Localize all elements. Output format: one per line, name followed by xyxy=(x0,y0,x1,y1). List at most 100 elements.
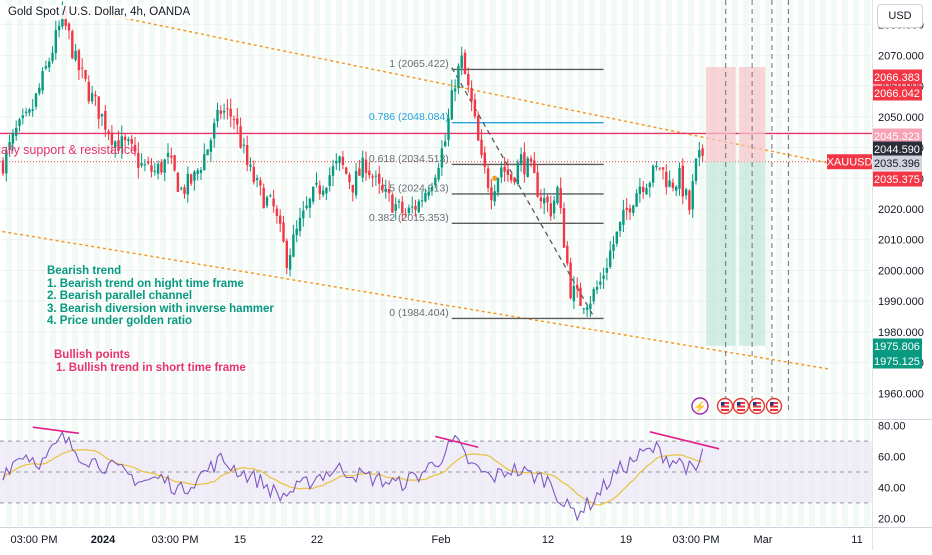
candle-body xyxy=(133,144,137,152)
candle-body xyxy=(420,200,424,202)
event-icons[interactable]: ⚡ xyxy=(691,397,783,415)
candle-body xyxy=(424,192,427,202)
drawings[interactable]: 1 (2065.422) 0.786 (2048.084) 0.618 (2034.… xyxy=(0,0,872,410)
divergence-line xyxy=(32,426,80,435)
candle-body xyxy=(354,171,358,196)
candle-body xyxy=(569,262,572,299)
session-stripe xyxy=(292,0,298,526)
session-stripe xyxy=(545,0,551,526)
candle-body xyxy=(11,133,15,144)
session-stripe xyxy=(644,0,650,526)
candle-body xyxy=(246,145,249,166)
candle-body xyxy=(206,149,209,156)
candle-body xyxy=(315,182,318,185)
flag-stripe xyxy=(753,402,761,404)
candle-body xyxy=(609,250,612,267)
candle-body xyxy=(94,94,97,97)
price-tag xyxy=(873,338,922,354)
candle-body xyxy=(21,115,24,119)
session-stripe xyxy=(479,0,485,526)
session-stripe xyxy=(160,0,166,526)
candle-body xyxy=(117,140,120,151)
time-tick-label: 2024 xyxy=(91,534,116,546)
candle-body xyxy=(328,175,331,186)
price-tick-label: 2000.000 xyxy=(878,265,924,277)
candle-body xyxy=(381,184,384,190)
candle-body xyxy=(671,182,675,188)
session-stripe xyxy=(303,0,309,526)
candle-body xyxy=(552,200,556,214)
candle-body xyxy=(312,186,315,202)
candle-body xyxy=(203,154,206,171)
candle-body xyxy=(331,166,335,176)
channel-upper-line xyxy=(65,5,829,164)
session-stripe xyxy=(127,0,133,526)
candle-body xyxy=(447,118,450,141)
session-stripe xyxy=(611,0,617,526)
time-tick-label: 19 xyxy=(620,534,632,546)
fib-level-label: 0.618 (2034.513) xyxy=(369,153,449,165)
symbol-tag-label: XAUUSD xyxy=(827,157,873,169)
price-tag xyxy=(873,171,922,187)
candle-body xyxy=(34,93,38,107)
candle-body xyxy=(411,206,414,208)
candle-body xyxy=(219,110,222,114)
bearish-title: Bearish trend xyxy=(47,265,122,277)
candle-body xyxy=(255,178,259,181)
candles xyxy=(1,1,704,318)
session-stripe xyxy=(534,0,540,526)
candle-body xyxy=(156,163,160,174)
candle-body xyxy=(595,286,599,290)
session-stripe xyxy=(622,0,628,526)
candle-body xyxy=(57,25,61,31)
time-tick-label: 03:00 PM xyxy=(151,534,198,546)
session-stripe xyxy=(380,0,386,526)
candle-body xyxy=(378,173,381,184)
candle-body xyxy=(147,161,150,164)
candle-body xyxy=(470,87,473,101)
candle-body xyxy=(510,174,513,181)
candle-body xyxy=(463,52,467,75)
flag-canton xyxy=(753,402,757,406)
price-tag xyxy=(873,85,922,101)
candle-body xyxy=(97,96,100,119)
candle-body xyxy=(467,73,470,86)
candle-body xyxy=(166,152,170,157)
candle-body xyxy=(602,275,605,279)
candle-body xyxy=(427,191,430,196)
session-stripe xyxy=(457,0,463,526)
session-stripe xyxy=(765,0,771,526)
candle-body xyxy=(579,287,582,307)
session-stripe xyxy=(182,0,188,526)
candle-body xyxy=(404,213,407,215)
candle-body xyxy=(417,201,420,212)
price-tag-label: 2045.323 xyxy=(874,131,920,143)
candle-body xyxy=(279,215,282,224)
session-stripe xyxy=(677,0,683,526)
session-stripe xyxy=(61,0,67,526)
currency-button[interactable]: USD xyxy=(877,4,923,28)
candle-body xyxy=(87,81,90,102)
candle-body xyxy=(186,173,189,195)
candle-body xyxy=(533,160,536,174)
candle-body xyxy=(222,110,226,113)
session-stripe xyxy=(798,0,804,526)
rsi-tick-label: 60.00 xyxy=(878,452,906,464)
candle-body xyxy=(28,109,31,113)
candle-body xyxy=(618,221,622,232)
session-stripe xyxy=(17,0,23,526)
price-tick-label: 2050.000 xyxy=(878,112,924,124)
candle-body xyxy=(351,184,354,193)
time-axis[interactable]: 03:00 PM 2024 03:00 PM 15 22 Feb 12 19 03:00 PM M… xyxy=(10,534,862,546)
session-stripe xyxy=(688,0,694,526)
session-stripe xyxy=(28,0,34,526)
fib-level-label: 0.382 (2015.353) xyxy=(369,212,449,224)
session-stripe xyxy=(402,0,408,526)
flag-stripe xyxy=(721,402,729,404)
candle-body xyxy=(414,205,417,210)
price-axis[interactable]: 1960.0001970.0001980.0001990.0002000.000… xyxy=(827,20,924,526)
candle-body xyxy=(500,167,503,178)
candle-body xyxy=(74,50,77,60)
session-stripe xyxy=(578,0,584,526)
